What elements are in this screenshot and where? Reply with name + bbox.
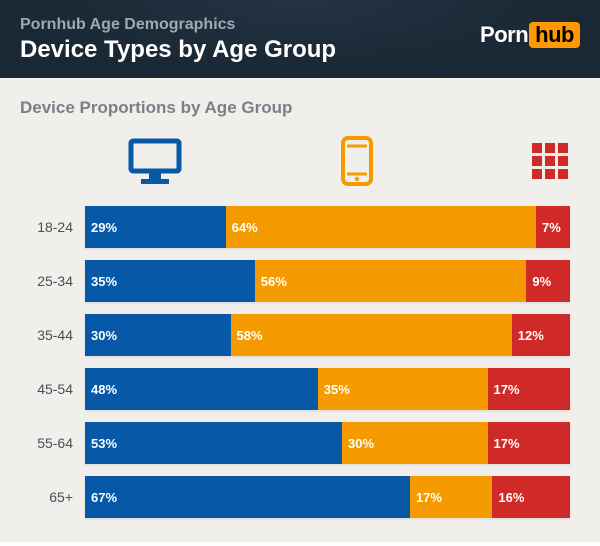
segment-desktop: 35% [85,260,255,302]
segment-phone: 64% [226,206,536,248]
row-label: 25-34 [20,273,85,289]
bar-row: 35-44 30% 58% 12% [20,314,570,356]
stacked-bar: 35% 56% 9% [85,260,570,302]
segment-tablet: 9% [526,260,570,302]
row-label: 65+ [20,489,85,505]
segment-phone: 56% [255,260,527,302]
monitor-icon [127,137,183,185]
segment-tablet: 7% [536,206,570,248]
segment-value: 17% [494,382,520,397]
chart-area: Device Proportions by Age Group [0,78,600,542]
segment-phone: 30% [342,422,488,464]
legend-desktop [85,136,226,186]
bar-row: 18-24 29% 64% 7% [20,206,570,248]
chart-legend [85,136,570,186]
segment-phone: 58% [231,314,512,356]
stacked-bar: 67% 17% 16% [85,476,570,518]
bar-row: 55-64 53% 30% 17% [20,422,570,464]
segment-value: 64% [232,220,258,235]
stacked-bar: 30% 58% 12% [85,314,570,356]
segment-desktop: 29% [85,206,226,248]
segment-value: 56% [261,274,287,289]
legend-tablet [488,136,570,186]
segment-value: 30% [348,436,374,451]
segment-tablet: 17% [488,422,570,464]
segment-value: 16% [498,490,524,505]
segment-value: 17% [416,490,442,505]
chart-subtitle: Device Proportions by Age Group [20,98,570,118]
segment-value: 58% [237,328,263,343]
legend-phone [226,136,488,186]
segment-phone: 35% [318,368,488,410]
stacked-bar: 48% 35% 17% [85,368,570,410]
logo-text-left: Porn [480,22,528,48]
segment-phone: 17% [410,476,492,518]
stacked-bar: 29% 64% 7% [85,206,570,248]
segment-desktop: 48% [85,368,318,410]
row-label: 55-64 [20,435,85,451]
bar-row: 45-54 48% 35% 17% [20,368,570,410]
brand-logo: Porn hub [480,22,580,48]
segment-value: 29% [91,220,117,235]
segment-value: 12% [518,328,544,343]
segment-value: 53% [91,436,117,451]
segment-value: 35% [324,382,350,397]
segment-value: 67% [91,490,117,505]
segment-tablet: 16% [492,476,570,518]
segment-value: 30% [91,328,117,343]
stacked-bar: 53% 30% 17% [85,422,570,464]
chart-bars: 18-24 29% 64% 7% 25-34 35% 56% 9% 35-44 30% 58% 12%… [20,206,570,518]
segment-value: 48% [91,382,117,397]
segment-desktop: 67% [85,476,410,518]
row-label: 35-44 [20,327,85,343]
segment-value: 35% [91,274,117,289]
segment-tablet: 12% [512,314,570,356]
bar-row: 65+ 67% 17% 16% [20,476,570,518]
row-label: 45-54 [20,381,85,397]
bar-row: 25-34 35% 56% 9% [20,260,570,302]
segment-value: 7% [542,220,561,235]
grid-icon [530,141,570,181]
segment-desktop: 53% [85,422,342,464]
segment-value: 9% [532,274,551,289]
header: Pornhub Age Demographics Device Types by… [0,0,600,78]
segment-desktop: 30% [85,314,231,356]
row-label: 18-24 [20,219,85,235]
phone-icon [340,136,374,186]
segment-value: 17% [494,436,520,451]
segment-tablet: 17% [488,368,570,410]
logo-text-right: hub [529,22,580,48]
